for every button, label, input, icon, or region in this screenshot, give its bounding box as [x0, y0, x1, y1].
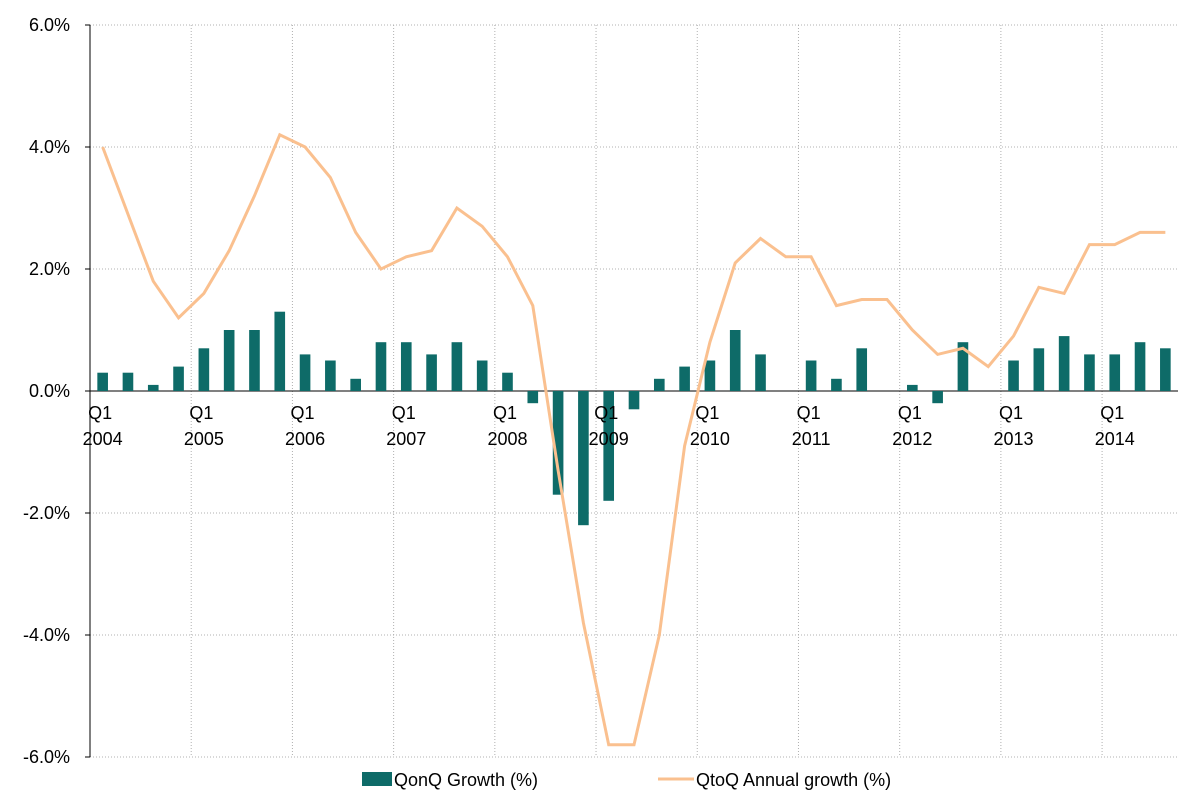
bar	[1084, 354, 1095, 391]
legend-label: QonQ Growth (%)	[394, 770, 538, 790]
bar	[502, 372, 513, 391]
bar	[527, 391, 539, 404]
bar	[350, 378, 361, 391]
bar	[198, 348, 210, 391]
x-tick-label: Q1 2004	[83, 403, 123, 449]
x-tick-label: Q1 2012	[892, 403, 932, 449]
bar	[1160, 348, 1171, 391]
y-tick-label: 0.0%	[29, 381, 70, 401]
x-tick-label: Q1 2009	[589, 403, 629, 449]
bar	[729, 330, 741, 391]
y-tick-label: -2.0%	[23, 503, 70, 523]
x-tick-label: Q1 2007	[386, 403, 426, 449]
bar	[653, 378, 665, 391]
bar	[122, 372, 134, 391]
bar	[552, 391, 564, 495]
y-tick-label: -6.0%	[23, 747, 70, 767]
bar	[97, 372, 108, 391]
bar	[299, 354, 311, 391]
bar	[1008, 360, 1019, 391]
y-tick-label: 4.0%	[29, 137, 70, 157]
bar	[831, 378, 842, 391]
x-tick-label: Q1 2010	[690, 403, 730, 449]
bar	[274, 311, 286, 391]
bar	[856, 348, 868, 391]
bar	[755, 354, 766, 391]
legend-label: QtoQ Annual growth (%)	[696, 770, 891, 790]
bar	[679, 366, 690, 391]
x-tick-label: Q1 2005	[184, 403, 224, 449]
bar	[628, 391, 640, 410]
line	[101, 132, 1166, 747]
bar	[173, 366, 184, 391]
x-tick-label: Q1 2008	[487, 403, 527, 449]
y-tick-label: -4.0%	[23, 625, 70, 645]
bar	[1033, 348, 1045, 391]
bar	[578, 391, 589, 526]
bar	[1134, 342, 1146, 391]
bar	[223, 330, 235, 391]
bar	[147, 384, 159, 391]
bar	[325, 360, 336, 391]
bar	[451, 342, 463, 391]
x-tick-label: Q1 2011	[792, 403, 831, 449]
bar	[957, 342, 969, 391]
bar	[704, 360, 716, 391]
bar	[476, 360, 488, 391]
bar	[907, 384, 918, 391]
bar	[1058, 336, 1070, 391]
bar	[375, 342, 387, 391]
bar	[249, 330, 260, 391]
bar	[400, 342, 412, 391]
legend-swatch	[362, 772, 392, 786]
x-tick-label: Q1 2013	[994, 403, 1034, 449]
bar	[603, 391, 615, 501]
bar	[1109, 354, 1121, 391]
y-tick-label: 6.0%	[29, 15, 70, 35]
x-tick-label: Q1 2014	[1095, 403, 1135, 449]
y-tick-label: 2.0%	[29, 259, 70, 279]
x-tick-label: Q1 2006	[285, 403, 325, 449]
bar	[932, 391, 943, 404]
bar	[426, 354, 437, 391]
bar	[805, 360, 817, 391]
